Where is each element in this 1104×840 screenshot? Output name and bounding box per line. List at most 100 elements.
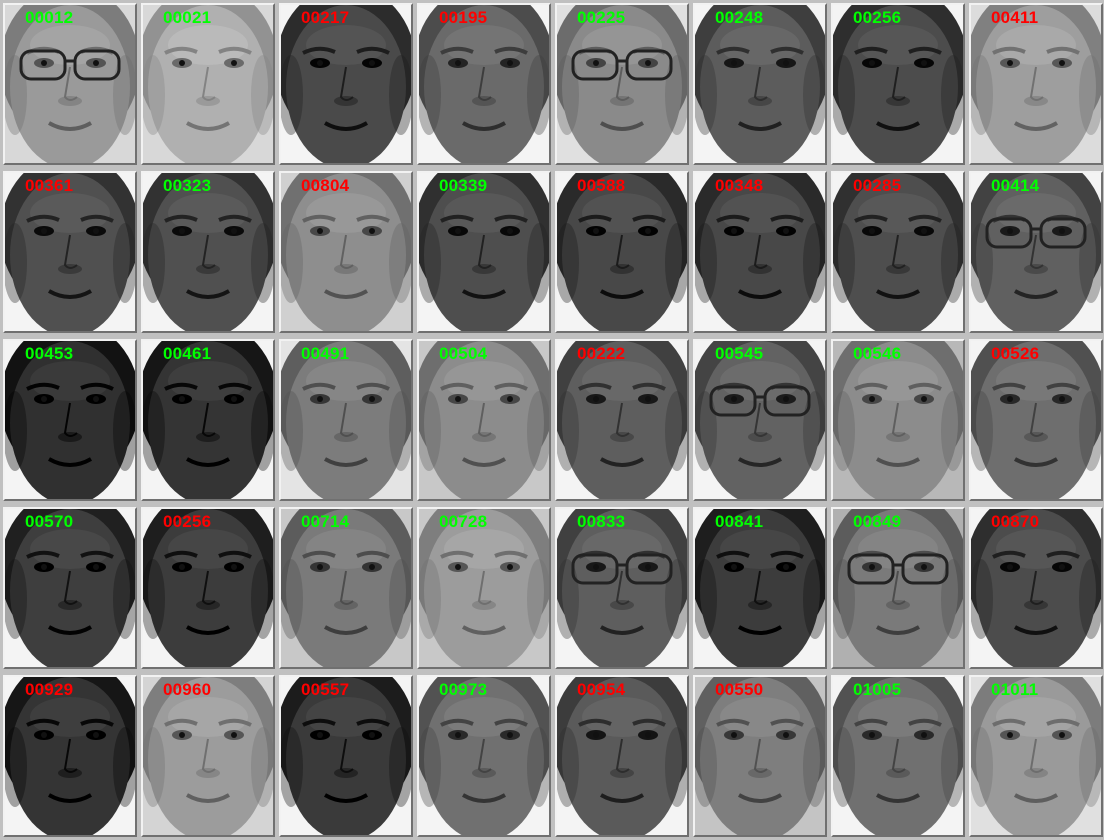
face-tile: 00323 xyxy=(141,171,275,333)
face-tile: 00225 xyxy=(555,3,689,165)
face-portrait-icon xyxy=(695,173,825,331)
face-tile: 00804 xyxy=(279,171,413,333)
face-id-label: 00195 xyxy=(439,8,488,27)
face-tile: 00588 xyxy=(555,171,689,333)
face-id-label: 00361 xyxy=(25,176,74,195)
face-portrait-icon xyxy=(557,341,687,499)
face-portrait-icon xyxy=(5,677,135,835)
face-id-label: 00411 xyxy=(991,8,1039,27)
face-tile: 00849 xyxy=(831,507,965,669)
face-tile: 00414 xyxy=(969,171,1103,333)
face-portrait-icon xyxy=(281,509,411,667)
face-portrait-icon xyxy=(833,677,963,835)
face-portrait-icon xyxy=(5,5,135,163)
face-tile: 00361 xyxy=(3,171,137,333)
face-id-label: 00285 xyxy=(853,176,902,195)
face-portrait-icon xyxy=(971,173,1101,331)
face-id-label: 00973 xyxy=(439,680,488,699)
face-tile: 00348 xyxy=(693,171,827,333)
face-tile: 00550 xyxy=(693,675,827,837)
face-id-label: 00870 xyxy=(991,512,1040,531)
face-tile: 00714 xyxy=(279,507,413,669)
face-portrait-icon xyxy=(557,677,687,835)
face-tile: 01011 xyxy=(969,675,1103,837)
face-id-label: 00954 xyxy=(577,680,626,699)
face-portrait-icon xyxy=(419,5,549,163)
face-portrait-icon xyxy=(419,173,549,331)
face-tile: 00960 xyxy=(141,675,275,837)
face-portrait-icon xyxy=(971,509,1101,667)
face-id-label: 00256 xyxy=(853,8,902,27)
face-tile: 00870 xyxy=(969,507,1103,669)
face-id-label: 00849 xyxy=(853,512,902,531)
face-portrait-icon xyxy=(695,677,825,835)
face-id-label: 00557 xyxy=(301,680,350,699)
face-id-label: 00804 xyxy=(301,176,350,195)
face-tile: 00453 xyxy=(3,339,137,501)
face-tile: 00256 xyxy=(831,3,965,165)
face-tile: 00217 xyxy=(279,3,413,165)
face-id-label: 00714 xyxy=(301,512,350,531)
face-tile: 00256 xyxy=(141,507,275,669)
face-portrait-icon xyxy=(281,173,411,331)
face-portrait-icon xyxy=(557,173,687,331)
face-id-label: 00833 xyxy=(577,512,626,531)
face-tile: 00570 xyxy=(3,507,137,669)
face-portrait-icon xyxy=(5,173,135,331)
face-id-label: 00323 xyxy=(163,176,212,195)
face-id-label: 01005 xyxy=(853,680,902,699)
face-id-label: 00021 xyxy=(163,8,212,27)
face-tile: 00954 xyxy=(555,675,689,837)
face-tile: 00546 xyxy=(831,339,965,501)
face-id-label: 00225 xyxy=(577,8,626,27)
face-id-label: 00461 xyxy=(163,344,212,363)
face-id-label: 00960 xyxy=(163,680,212,699)
face-tile: 00833 xyxy=(555,507,689,669)
face-id-label: 00414 xyxy=(991,176,1040,195)
face-tile: 00504 xyxy=(417,339,551,501)
face-tile: 01005 xyxy=(831,675,965,837)
face-portrait-icon xyxy=(419,509,549,667)
face-portrait-icon xyxy=(419,677,549,835)
face-portrait-icon xyxy=(143,677,273,835)
face-tile: 00285 xyxy=(831,171,965,333)
face-id-label: 00588 xyxy=(577,176,626,195)
face-id-label: 00545 xyxy=(715,344,764,363)
face-portrait-icon xyxy=(143,173,273,331)
face-id-label: 00217 xyxy=(301,8,350,27)
face-id-label: 00339 xyxy=(439,176,488,195)
face-portrait-icon xyxy=(695,5,825,163)
face-portrait-icon xyxy=(143,5,273,163)
face-id-label: 00491 xyxy=(301,344,350,363)
face-tile: 00195 xyxy=(417,3,551,165)
face-portrait-icon xyxy=(971,341,1101,499)
face-tile: 00526 xyxy=(969,339,1103,501)
face-tile: 00841 xyxy=(693,507,827,669)
face-portrait-icon xyxy=(695,341,825,499)
face-portrait-icon xyxy=(971,5,1101,163)
face-portrait-icon xyxy=(419,341,549,499)
face-portrait-icon xyxy=(833,509,963,667)
face-id-label: 00012 xyxy=(25,8,74,27)
face-id-label: 00546 xyxy=(853,344,902,363)
face-tile: 00012 xyxy=(3,3,137,165)
face-tile: 00545 xyxy=(693,339,827,501)
face-portrait-icon xyxy=(557,509,687,667)
face-tile: 00929 xyxy=(3,675,137,837)
face-tile: 00461 xyxy=(141,339,275,501)
face-tile: 00973 xyxy=(417,675,551,837)
face-tile: 00021 xyxy=(141,3,275,165)
face-portrait-icon xyxy=(833,173,963,331)
face-id-label: 00222 xyxy=(577,344,626,363)
face-id-label: 00570 xyxy=(25,512,74,531)
face-portrait-icon xyxy=(557,5,687,163)
face-portrait-icon xyxy=(143,341,273,499)
face-tile: 00491 xyxy=(279,339,413,501)
face-id-label: 00453 xyxy=(25,344,74,363)
face-id-label: 00348 xyxy=(715,176,764,195)
face-portrait-icon xyxy=(143,509,273,667)
face-id-label: 01011 xyxy=(991,680,1039,699)
face-portrait-icon xyxy=(281,677,411,835)
face-id-label: 00256 xyxy=(163,512,212,531)
